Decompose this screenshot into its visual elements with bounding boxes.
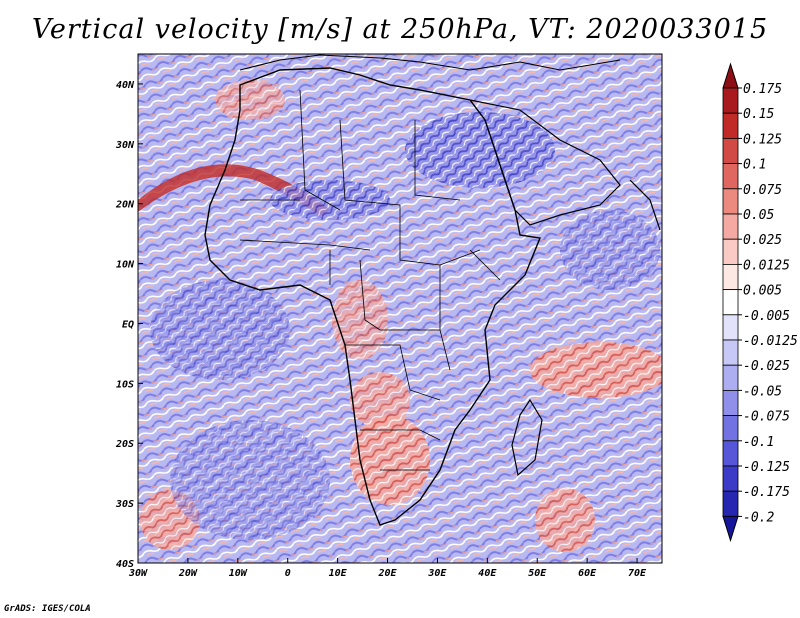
x-tick-label: 50E: [528, 568, 547, 579]
y-tick-label: 30N: [115, 140, 135, 151]
colorbar-swatch: [722, 87, 739, 114]
colorbar-swatch: [722, 339, 739, 366]
y-tick-label: 10N: [116, 260, 135, 271]
colorbar-label: 0.025: [743, 233, 782, 248]
x-tick-label: 30W: [128, 568, 148, 579]
colorbar-label: -0.2: [743, 510, 774, 525]
india-coastline: [629, 179, 661, 231]
y-tick-label: EQ: [122, 319, 134, 330]
africa-coastline: [204, 67, 541, 526]
blue-zone-arabian-sea: [560, 210, 660, 290]
x-tick-label: 60E: [578, 568, 597, 579]
colorbar-label: 0.125: [743, 132, 782, 147]
colorbar-label: -0.025: [743, 359, 790, 374]
x-tick-label: 20E: [377, 568, 397, 579]
x-tick-label: 70E: [628, 568, 647, 579]
y-tick-label: 30S: [115, 499, 134, 510]
colorbar-swatch: [722, 440, 739, 467]
y-tick-label: 40S: [116, 559, 134, 570]
colorbar-swatch: [722, 112, 739, 139]
x-tick-label: 10W: [229, 568, 248, 579]
colorbar-label: -0.075: [743, 410, 790, 425]
colorbar-swatch: [722, 163, 739, 190]
colorbar-bottom-arrow: [722, 515, 739, 543]
colorbar-top-arrow: [722, 62, 739, 89]
red-zone-northwest: [215, 80, 285, 120]
x-tick-label: 30E: [427, 568, 447, 579]
y-tick-label: 10S: [116, 379, 134, 390]
blue-zone-gulf-of-guinea: [150, 280, 290, 380]
colorbar-label: -0.005: [743, 309, 790, 324]
colorbar-label: -0.05: [743, 384, 782, 399]
colorbar-label: 0.1: [743, 158, 766, 173]
arabia-coastline: [469, 99, 621, 226]
plot-frame: [137, 53, 663, 564]
y-tick-label: 20N: [115, 200, 135, 211]
colorbar-label: 0.175: [743, 82, 782, 97]
x-tick-label: 20W: [178, 568, 198, 579]
map-title: Vertical velocity [m/s] at 250hPa, VT: 2…: [31, 14, 769, 45]
country-borders: [239, 89, 501, 471]
madagascar-coastline: [511, 398, 543, 477]
colorbar-label: -0.125: [743, 460, 790, 475]
x-tick-label: 0: [285, 568, 291, 579]
colorbar-label: -0.0125: [743, 334, 798, 349]
colorbar-swatch: [722, 238, 739, 265]
credit-label: GrADS: IGES/COLA: [4, 604, 91, 614]
blue-zone-arabia: [405, 112, 555, 188]
colorbar-label: -0.1: [743, 435, 774, 450]
colorbar-swatch: [722, 415, 739, 442]
blue-zone-sahel: [270, 180, 390, 220]
colorbar-label: 0.05: [743, 208, 774, 223]
colorbar-label: 0.0125: [743, 258, 790, 273]
colorbar-swatch: [722, 314, 739, 341]
blue-zone-south-atlantic: [170, 420, 330, 540]
colorbar-swatch: [722, 389, 739, 416]
colorbar-swatch: [722, 213, 739, 240]
colorbar-label: 0.15: [743, 107, 774, 122]
red-zone-angola: [350, 372, 410, 428]
red-zone-southeast: [535, 488, 595, 552]
colorbar-label: 0.075: [743, 183, 782, 198]
colorbar-swatch: [722, 490, 739, 517]
colorbar-label: -0.175: [743, 485, 790, 500]
x-tick-label: 10E: [329, 568, 348, 579]
y-tick-label: 20S: [115, 439, 134, 450]
axis-ticks: 30W 20W 10W 0 10E 20E 30E 40E 50E 60E 70E 40N 30N 20N…: [115, 80, 647, 579]
red-zone-congo: [332, 280, 388, 360]
colorbar-swatch: [722, 364, 739, 391]
colorbar-swatch: [722, 263, 739, 290]
colorbar-swatch: [722, 137, 739, 164]
red-jet-band: [138, 164, 330, 216]
europe-coastline: [239, 54, 621, 71]
colorbar-swatch: [722, 188, 739, 215]
red-zone-indian-ocean: [530, 342, 662, 398]
colorbar-swatch: [722, 465, 739, 492]
red-zone-southern-africa: [350, 415, 430, 505]
colorbar-swatch: [722, 289, 739, 316]
colorbar-label: 0.005: [743, 284, 782, 299]
x-tick-label: 40E: [478, 568, 497, 579]
y-tick-label: 40N: [116, 80, 135, 91]
